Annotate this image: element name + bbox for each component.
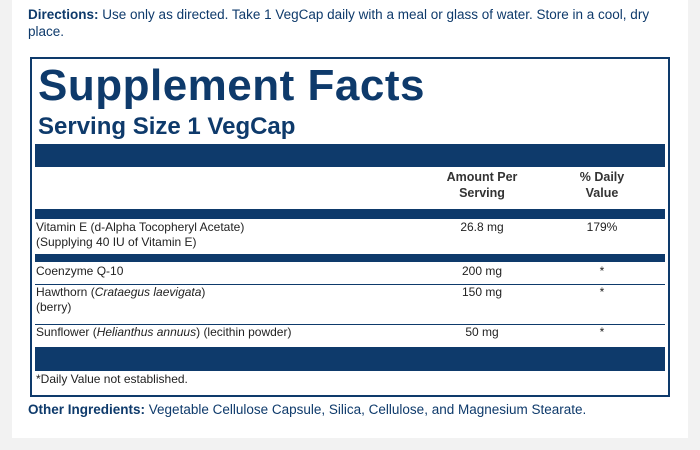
row-amount: 26.8 mg <box>460 220 504 234</box>
name-line: Vitamin E (d-Alpha Tocopheryl Acetate) <box>36 220 416 235</box>
row-amount: 150 mg <box>461 285 503 299</box>
row-dv: * <box>599 285 605 299</box>
header-dv: % Daily Value <box>579 170 625 200</box>
row-line <box>35 324 665 325</box>
serving-size: Serving Size 1 VegCap <box>38 113 296 140</box>
name-part: Coenzyme Q-10 <box>36 264 124 278</box>
row-note: (berry) <box>36 300 72 314</box>
other-label: Other Ingredients: <box>28 402 146 417</box>
name-part: Helianthus annuus <box>96 325 197 339</box>
divider-bar <box>35 254 665 262</box>
facts-title: Supplement Facts <box>38 61 425 110</box>
panel: Directions: Use only as directed. Take 1… <box>12 0 688 438</box>
footnote: *Daily Value not established. <box>36 372 188 386</box>
name-part: Hawthorn ( <box>36 285 95 299</box>
other-ingredients: Other Ingredients: Vegetable Cellulose C… <box>28 402 586 417</box>
divider-bar <box>35 347 665 371</box>
header-amount: Amount Per Serving <box>446 170 518 200</box>
name-part: Vitamin E (d-Alpha Tocopheryl Acetate) <box>36 220 245 234</box>
row-amount: 200 mg <box>461 264 503 278</box>
row-dv: 179% <box>586 220 618 234</box>
directions-text: Use only as directed. Take 1 VegCap dail… <box>28 7 650 39</box>
name-line: Coenzyme Q-10 <box>36 264 416 279</box>
row-amount: 50 mg <box>465 325 499 339</box>
row-dv: * <box>599 325 605 339</box>
row-dv: * <box>599 264 605 278</box>
row-name: Hawthorn (Crataegus laevigata) (berry) <box>36 285 416 315</box>
row-line <box>35 284 665 285</box>
row-note: (Supplying 40 IU of Vitamin E) <box>36 235 197 249</box>
directions: Directions: Use only as directed. Take 1… <box>28 6 678 40</box>
directions-label: Directions: <box>28 7 99 22</box>
name-part: ) (lecithin powder) <box>196 325 292 339</box>
divider-bar <box>35 209 665 219</box>
row-name: Vitamin E (d-Alpha Tocopheryl Acetate) (S… <box>36 220 416 250</box>
other-text: Vegetable Cellulose Capsule, Silica, Cel… <box>148 402 587 417</box>
name-line: Hawthorn (Crataegus laevigata) <box>36 285 416 300</box>
row-name: Coenzyme Q-10 <box>36 264 416 279</box>
facts-box: Supplement Facts Serving Size 1 VegCap A… <box>30 57 670 397</box>
name-part: ) <box>201 285 206 299</box>
name-line: Sunflower (Helianthus annuus) (lecithin … <box>36 325 416 340</box>
name-part: Crataegus laevigata <box>94 285 202 299</box>
divider-bar <box>35 144 665 167</box>
name-part: Sunflower ( <box>36 325 97 339</box>
row-name: Sunflower (Helianthus annuus) (lecithin … <box>36 325 416 340</box>
